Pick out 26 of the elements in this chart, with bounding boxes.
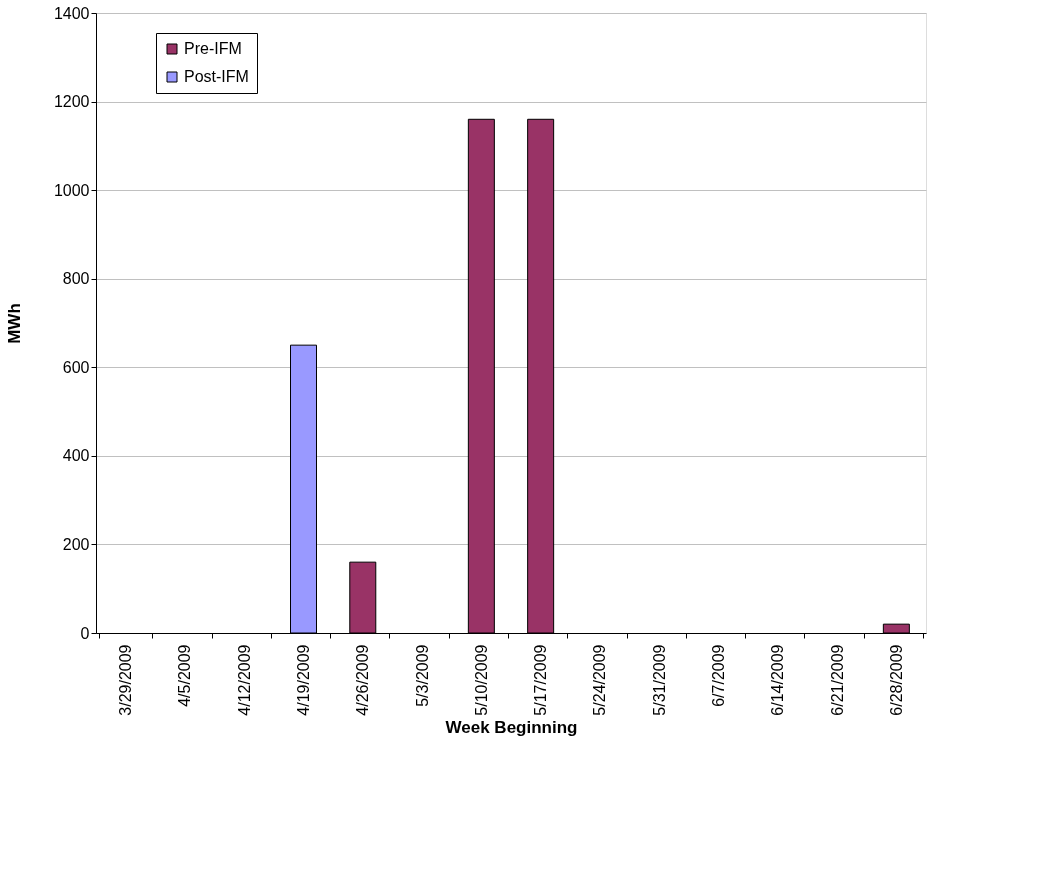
x-tick-label: 5/17/2009 [532, 644, 550, 716]
x-tick-label: 6/21/2009 [828, 644, 846, 716]
x-tick-label: 6/28/2009 [887, 644, 905, 716]
x-tick-label: 6/14/2009 [769, 644, 787, 716]
x-tick-label: 5/24/2009 [591, 644, 609, 716]
y-tick-label: 1400 [53, 4, 90, 22]
x-tick-label: 4/19/2009 [295, 644, 312, 716]
y-tick-label: 800 [62, 270, 90, 288]
x-tick-label: 4/12/2009 [235, 644, 253, 716]
x-axis-title: Week Beginning [445, 717, 578, 737]
y-tick-label: 200 [62, 535, 90, 553]
y-tick-label: 1000 [53, 181, 90, 199]
x-tick-label: 5/3/2009 [413, 644, 431, 707]
y-tick-label: 600 [62, 358, 90, 376]
y-tick-label: 0 [80, 624, 90, 642]
x-tick-label: 3/29/2009 [117, 644, 135, 716]
legend-label: Post-IFM [184, 68, 249, 85]
y-axis-title: MWh [4, 303, 24, 344]
x-tick-label: 4/26/2009 [354, 644, 372, 716]
legend-label: Pre-IFM [184, 40, 242, 57]
x-tick-label: 6/7/2009 [710, 644, 727, 707]
y-tick-label: 1200 [53, 93, 90, 111]
x-tick-label: 4/5/2009 [176, 644, 194, 707]
x-tick-label: 5/31/2009 [650, 644, 668, 716]
y-tick-label: 400 [62, 447, 90, 465]
x-tick-label: 5/10/2009 [472, 644, 490, 716]
